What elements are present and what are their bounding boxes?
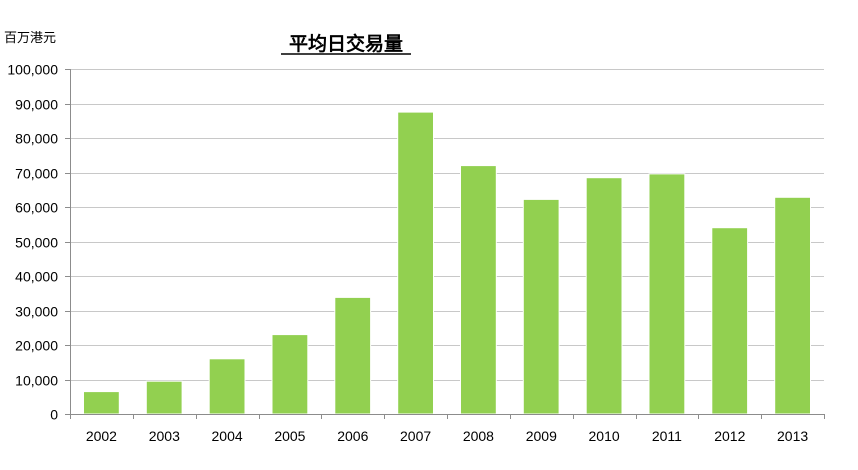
x-tick-labels: 2002 2003 2004 2005 2006 2007 2008 2009 2010 2011… [86, 428, 809, 444]
y-tick-label: 100,000 [7, 62, 58, 78]
bars [83, 111, 812, 415]
x-tick-label: 2008 [463, 428, 494, 444]
y-tick-label: 10,000 [15, 373, 58, 389]
bar-2004 [208, 358, 246, 415]
x-tick-label: 2011 [652, 428, 682, 444]
y-tick-label: 0 [50, 407, 58, 423]
bar-2009 [522, 198, 560, 415]
chart-title: 平均日交易量 [289, 32, 403, 55]
x-tick-label: 2010 [589, 428, 620, 444]
y-tick-label: 20,000 [15, 338, 58, 354]
x-tick-label: 2009 [526, 428, 557, 444]
y-axis-unit-label: 百万港元 [4, 31, 56, 46]
bar-2011 [648, 173, 686, 415]
bar-2002 [83, 391, 120, 415]
y-tick-label: 80,000 [15, 131, 58, 147]
bar-2006 [334, 296, 372, 415]
bar-2012 [711, 227, 749, 415]
y-tick-label: 70,000 [15, 166, 58, 182]
x-tick-label: 2006 [337, 428, 368, 444]
bar-2013 [774, 196, 812, 415]
bar-2007 [397, 111, 435, 415]
x-tick-label: 2004 [212, 428, 243, 444]
bar-2003 [145, 380, 183, 415]
y-tick-label: 50,000 [15, 235, 58, 251]
bar-2005 [271, 334, 309, 415]
y-tick-labels: 0 10,000 20,000 30,000 40,000 50,000 60,000 70,… [7, 62, 58, 423]
bar-2008 [460, 165, 497, 415]
x-tick-label: 2005 [274, 428, 305, 444]
x-tick-label: 2003 [149, 428, 180, 444]
y-tick-label: 90,000 [15, 97, 58, 113]
x-tick-label: 2002 [86, 428, 117, 444]
x-tick-label: 2013 [777, 428, 808, 444]
y-tick-label: 40,000 [15, 269, 58, 285]
bar-2010 [585, 177, 623, 415]
y-tick-label: 60,000 [15, 200, 58, 216]
gridlines [70, 69, 824, 381]
x-tick-label: 2007 [400, 428, 431, 444]
axes [65, 69, 825, 419]
y-tick-label: 30,000 [15, 304, 58, 320]
x-tick-label: 2012 [714, 428, 745, 444]
